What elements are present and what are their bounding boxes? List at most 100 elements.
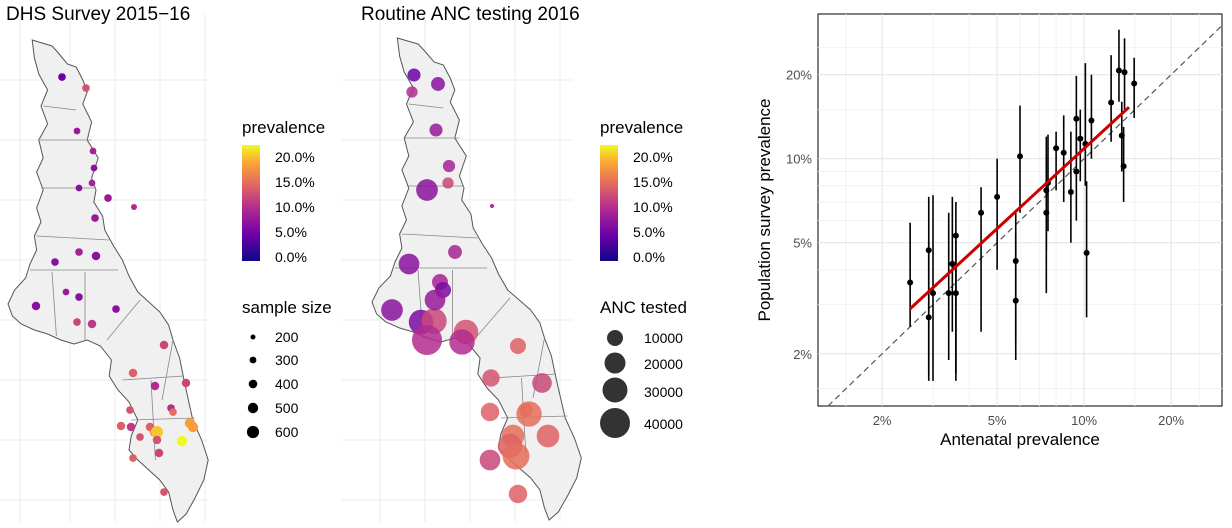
dhs-map bbox=[7, 39, 209, 523]
dhs-map-point bbox=[31, 301, 41, 311]
dhs-map-point bbox=[87, 319, 97, 329]
dhs-size-label: 500 bbox=[275, 400, 299, 416]
dhs-size-legend-symbol bbox=[248, 379, 258, 389]
dhs-map-point bbox=[58, 73, 66, 81]
dhs-map-point bbox=[152, 435, 162, 445]
dhs-map-point bbox=[116, 421, 126, 431]
dhs-map-point bbox=[151, 426, 163, 438]
dhs-map-point bbox=[154, 448, 164, 458]
scatter-point bbox=[1115, 67, 1122, 74]
dhs-map-points bbox=[31, 73, 199, 496]
country-outline bbox=[7, 39, 209, 523]
dhs-size-legend-symbol bbox=[246, 425, 260, 439]
scatter-point bbox=[952, 290, 959, 297]
scatter-point bbox=[1012, 258, 1019, 265]
scatter-point bbox=[978, 209, 985, 216]
anc-map-point bbox=[381, 299, 403, 321]
dhs-color-label: 10.0% bbox=[275, 199, 315, 215]
y-axis-title: Population survey prevalence bbox=[755, 98, 774, 321]
anc-size-legend-title: ANC tested bbox=[600, 298, 687, 317]
dhs-map-point bbox=[176, 435, 188, 447]
district-border bbox=[106, 299, 141, 341]
anc-map-point bbox=[482, 369, 500, 387]
anc-map-point bbox=[429, 123, 443, 137]
scatter-plot: 2% 5% 10% 20% 2% 5% 10% 20% Antenatal prevalen… bbox=[755, 13, 1223, 449]
scatter-point bbox=[1131, 80, 1138, 87]
anc-size-label: 30000 bbox=[644, 384, 683, 400]
anc-map-point bbox=[424, 289, 446, 311]
anc-size-label: 40000 bbox=[644, 416, 683, 432]
scatter-point bbox=[1108, 99, 1115, 106]
dhs-map-point bbox=[150, 381, 160, 391]
dhs-map-point bbox=[62, 288, 70, 296]
dhs-map-point bbox=[75, 248, 83, 256]
anc-map-point bbox=[412, 325, 442, 355]
district-border bbox=[161, 339, 174, 401]
x-tick-label: 5% bbox=[988, 413, 1007, 428]
district-border bbox=[408, 103, 444, 109]
fit-line bbox=[909, 106, 1131, 310]
identity-reference-line bbox=[827, 25, 1223, 407]
x-tick-label: 20% bbox=[1158, 413, 1184, 428]
x-tick-label: 2% bbox=[873, 413, 892, 428]
anc-map-point bbox=[479, 449, 501, 471]
scatter-point bbox=[1073, 115, 1080, 122]
scatter-point bbox=[925, 314, 932, 321]
anc-color-label: 0.0% bbox=[633, 249, 665, 265]
dhs-size-label: 400 bbox=[275, 376, 299, 392]
district-border bbox=[475, 297, 511, 339]
anc-color-legend-title: prevalence bbox=[600, 118, 684, 137]
dhs-map-point bbox=[51, 258, 59, 266]
anc-size-label: 10000 bbox=[644, 330, 683, 346]
anc-colorbar bbox=[600, 145, 618, 261]
scatter-point bbox=[930, 290, 937, 297]
dhs-map-point bbox=[73, 318, 81, 326]
scatter-point bbox=[1060, 149, 1067, 156]
y-tick-labels: 2% 5% 10% 20% bbox=[786, 68, 812, 362]
x-axis-title: Antenatal prevalence bbox=[940, 430, 1100, 449]
x-tick-label: 10% bbox=[1071, 413, 1097, 428]
anc-map-points bbox=[381, 68, 560, 504]
scatter-point bbox=[1088, 117, 1095, 124]
anc-color-label: 5.0% bbox=[633, 224, 665, 240]
scatter-point bbox=[907, 279, 914, 286]
dhs-color-label: 0.0% bbox=[275, 249, 307, 265]
island-point bbox=[490, 204, 494, 208]
dhs-map-point bbox=[82, 84, 90, 92]
dhs-map-point bbox=[75, 184, 83, 192]
anc-map-point bbox=[416, 179, 438, 201]
dhs-color-label: 20.0% bbox=[275, 149, 315, 165]
country-outline bbox=[371, 37, 582, 521]
anc-map-point bbox=[448, 245, 462, 259]
district-border bbox=[43, 105, 77, 111]
anc-map-point bbox=[536, 424, 560, 448]
district-border bbox=[150, 379, 156, 461]
y-tick-label: 20% bbox=[786, 68, 812, 83]
dhs-map-point bbox=[104, 194, 112, 202]
dhs-size-label: 600 bbox=[275, 424, 299, 440]
anc-map-point bbox=[480, 402, 500, 422]
x-tick-labels: 2% 5% 10% 20% bbox=[873, 413, 1185, 428]
dhs-map-point bbox=[160, 488, 168, 496]
dhs-map-point bbox=[88, 179, 96, 187]
dhs-map-point bbox=[112, 305, 120, 313]
district-border bbox=[401, 233, 478, 239]
anc-map-point bbox=[509, 337, 527, 355]
scatter-point bbox=[1053, 145, 1060, 152]
dhs-color-label: 15.0% bbox=[275, 174, 315, 190]
dhs-map-point bbox=[159, 340, 169, 350]
anc-color-label: 20.0% bbox=[633, 149, 673, 165]
regression-line bbox=[909, 106, 1131, 310]
anc-map-point bbox=[449, 329, 475, 355]
anc-color-label: 10.0% bbox=[633, 199, 673, 215]
dhs-color-label: 5.0% bbox=[275, 224, 307, 240]
dhs-panel-title: DHS Survey 2015−16 bbox=[6, 4, 191, 25]
scatter-point bbox=[949, 260, 956, 267]
dhs-colorbar bbox=[242, 145, 260, 261]
scatter-point bbox=[945, 290, 952, 297]
dhs-map-point bbox=[89, 147, 97, 155]
scatter-point bbox=[1083, 249, 1090, 256]
dhs-map-point bbox=[184, 417, 196, 429]
district-border bbox=[51, 271, 57, 337]
dhs-size-legend-title: sample size bbox=[242, 298, 332, 317]
